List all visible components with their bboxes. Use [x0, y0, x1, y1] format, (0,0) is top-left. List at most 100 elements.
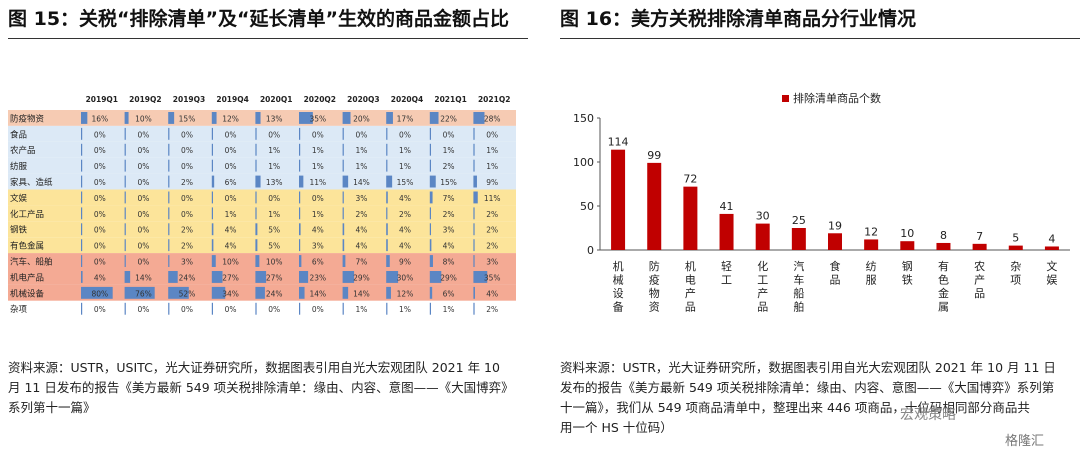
- table-data-bar: [255, 159, 257, 172]
- table-cell-value: 1%: [399, 146, 411, 155]
- table-cell-value: 4%: [355, 242, 367, 251]
- table-row-label: 防疫物资: [10, 113, 45, 124]
- bar-value-label: 4: [1048, 232, 1055, 245]
- bar-value-label: 114: [608, 136, 629, 149]
- table-data-bar: [255, 207, 257, 220]
- table-cell-value: 13%: [266, 178, 283, 187]
- table-cell-value: 2%: [399, 210, 411, 219]
- table-cell-value: 0%: [94, 305, 106, 314]
- table-data-bar: [342, 286, 349, 299]
- table-cell-value: 4%: [399, 242, 411, 251]
- table-data-bar: [211, 271, 223, 283]
- table-data-bar: [386, 255, 390, 267]
- table-cell-value: 0%: [312, 305, 324, 314]
- x-category-label: 机电产品: [685, 259, 696, 314]
- table-cell-value: 0%: [181, 194, 193, 203]
- table-data-bar: [81, 286, 113, 299]
- bar-value-label: 19: [828, 219, 842, 232]
- x-category-label: 钢铁: [902, 260, 913, 287]
- table-data-bar: [342, 127, 344, 140]
- table-cell-value: 0%: [225, 194, 237, 203]
- table-cell-value: 27%: [266, 273, 283, 282]
- table-column-header: 2020Q4: [391, 95, 423, 104]
- table-cell-value: 80%: [91, 289, 108, 298]
- right-panel: 图 16：美方关税排除清单商品分行业情况: [560, 0, 1080, 39]
- table-cell-value: 3%: [443, 226, 455, 235]
- table-data-bar: [255, 271, 267, 283]
- legend-label: 排除清单商品个数: [793, 91, 881, 105]
- bar-value-label: 5: [1012, 232, 1019, 245]
- table-cell-value: 0%: [94, 210, 106, 219]
- table-row-label: 钢铁: [10, 225, 28, 236]
- table-data-bar: [168, 143, 170, 156]
- left-source-line: 月 11 日发布的报告《美方最新 549 项关税排除清单：缘由、内容、意图——《…: [8, 380, 514, 395]
- table-data-bar: [429, 143, 431, 156]
- table-data-bar: [473, 143, 475, 156]
- table-cell-value: 0%: [137, 194, 149, 203]
- table-cell-value: 0%: [355, 130, 367, 139]
- table-row-label: 杂项: [10, 305, 28, 315]
- table-cell-value: 14%: [353, 178, 370, 187]
- bar-value-label: 10: [900, 227, 914, 240]
- table-cell-value: 8%: [443, 258, 455, 267]
- table-data-bar: [342, 143, 344, 156]
- table-data-bar: [429, 159, 431, 172]
- table-data-bar: [342, 271, 355, 283]
- table-cell-value: 27%: [222, 273, 239, 282]
- table-data-bar: [299, 191, 301, 204]
- table-data-bar: [81, 127, 83, 140]
- table-cell-value: 0%: [225, 146, 237, 155]
- table-data-bar: [211, 175, 215, 188]
- table-data-bar: [342, 255, 346, 267]
- table-cell-value: 1%: [268, 146, 280, 155]
- table-data-bar: [81, 207, 83, 220]
- table-cell-value: 1%: [486, 146, 498, 155]
- table-cell-value: 3%: [355, 194, 367, 203]
- table-cell-value: 0%: [225, 130, 237, 139]
- table-cell-value: 4%: [443, 242, 455, 251]
- table-data-bar: [473, 127, 475, 140]
- table-row-background: [8, 157, 516, 174]
- table-row-label: 机电产品: [10, 272, 44, 283]
- table-data-bar: [255, 286, 265, 299]
- table-data-bar: [168, 191, 170, 204]
- table-column-header: 2021Q2: [478, 95, 510, 104]
- table-cell-value: 0%: [94, 258, 106, 267]
- table-cell-value: 2%: [443, 162, 455, 171]
- table-data-bar: [429, 271, 442, 283]
- table-data-bar: [255, 127, 257, 140]
- table-cell-value: 12%: [397, 289, 414, 298]
- table-cell-value: 76%: [135, 289, 152, 298]
- table-data-bar: [473, 175, 477, 188]
- table-row-background: [8, 141, 516, 158]
- table-data-bar: [299, 255, 302, 267]
- bar-value-label: 12: [864, 225, 878, 238]
- table-cell-value: 13%: [266, 114, 283, 123]
- table-data-bar: [342, 112, 351, 124]
- table-cell-value: 2%: [486, 242, 498, 251]
- bar: [864, 239, 879, 250]
- table-data-bar: [255, 175, 261, 188]
- table-data-bar: [386, 302, 388, 315]
- table-data-bar: [168, 302, 170, 315]
- table-cell-value: 0%: [94, 130, 106, 139]
- bar: [936, 242, 951, 250]
- table-row-background: [8, 205, 516, 222]
- table-data-bar: [473, 255, 475, 267]
- table-column-header: 2019Q4: [216, 95, 248, 104]
- table-data-bar: [124, 191, 126, 204]
- table-data-bar: [429, 207, 431, 220]
- table-data-bar: [386, 271, 399, 283]
- right-figure-title: 图 16：美方关税排除清单商品分行业情况: [560, 8, 917, 30]
- table-row-label: 文娱: [10, 193, 28, 204]
- table-data-bar: [386, 143, 388, 156]
- table-data-bar: [124, 271, 131, 283]
- table-data-bar: [168, 175, 170, 188]
- table-cell-value: 52%: [179, 289, 196, 298]
- table-data-bar: [168, 271, 178, 283]
- table-data-bar: [386, 175, 393, 188]
- table-data-bar: [429, 223, 431, 236]
- table-data-bar: [299, 302, 301, 315]
- table-data-bar: [342, 223, 345, 236]
- table-data-bar: [342, 191, 344, 204]
